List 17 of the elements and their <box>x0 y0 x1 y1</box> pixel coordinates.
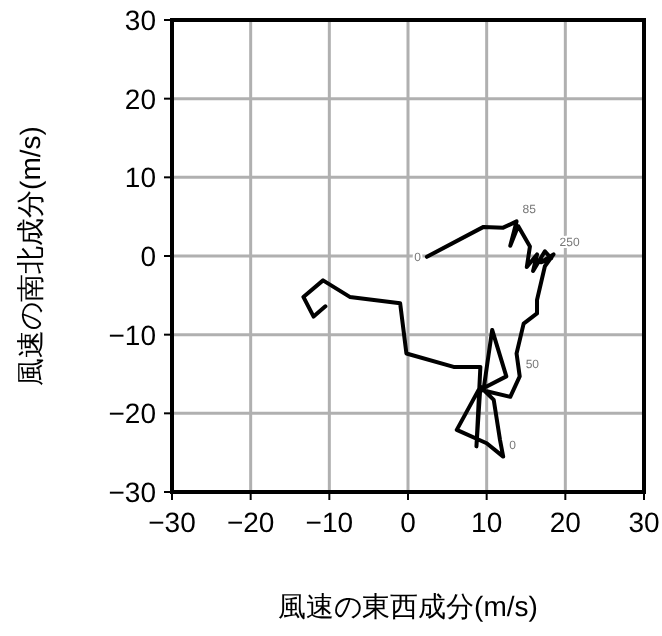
x-tick-label: −20 <box>226 506 275 538</box>
x-tick-label: −30 <box>148 506 197 538</box>
line-series <box>301 219 556 459</box>
x-tick-label: 0 <box>400 506 417 538</box>
y-tick-label: −20 <box>108 397 157 430</box>
x-tick-label: 10 <box>471 506 503 538</box>
x-tick-label: 20 <box>549 506 582 538</box>
x-axis-title: 風速の東西成分(m/s) <box>278 590 538 622</box>
y-tick-label: 20 <box>124 82 157 115</box>
x-tick-label: 30 <box>628 506 660 538</box>
y-tick-label: −10 <box>108 318 157 351</box>
y-axis-title: 風速の南北成分(m/s) <box>14 126 46 386</box>
y-tick-label: 10 <box>124 161 157 194</box>
y-tick-label: −30 <box>108 476 157 508</box>
x-tick-label: −10 <box>305 506 354 538</box>
y-tick-label: 30 <box>124 4 157 36</box>
y-tick-label: 0 <box>140 240 157 272</box>
